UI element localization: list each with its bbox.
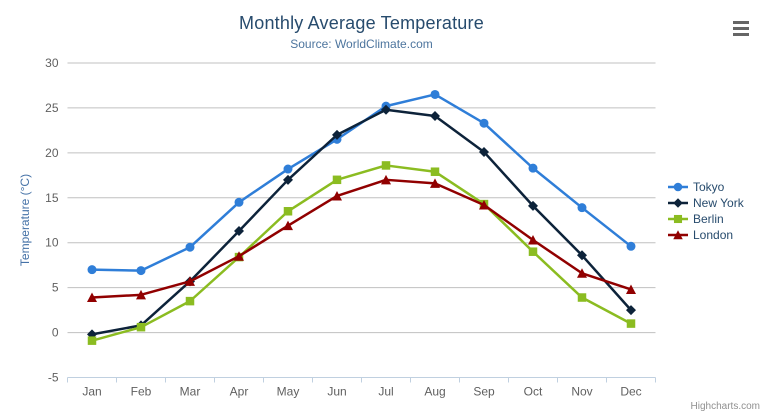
legend-label: Berlin xyxy=(693,212,724,226)
x-axis-tick-label: Jan xyxy=(82,385,101,399)
legend: Tokyo New York Berlin London xyxy=(668,179,744,243)
x-axis-tick-label: Jun xyxy=(327,385,346,399)
data-point-marker[interactable] xyxy=(528,247,538,256)
y-axis-tick-label: 5 xyxy=(52,281,59,295)
data-point-marker[interactable] xyxy=(430,111,440,122)
data-point-marker[interactable] xyxy=(577,268,587,278)
hamburger-icon xyxy=(733,21,749,24)
x-axis-tick-label: Aug xyxy=(424,385,445,399)
data-point-marker[interactable] xyxy=(673,198,683,208)
data-point-marker[interactable] xyxy=(577,250,587,261)
data-point-marker[interactable] xyxy=(528,163,538,173)
hamburger-icon xyxy=(733,33,749,36)
data-point-marker[interactable] xyxy=(577,293,587,302)
data-point-marker[interactable] xyxy=(283,164,293,174)
legend-item-tokyo[interactable]: Tokyo xyxy=(668,179,744,195)
data-point-marker[interactable] xyxy=(87,292,97,303)
y-axis-tick-label: 15 xyxy=(45,191,59,205)
data-point-marker[interactable] xyxy=(234,251,244,261)
series-london xyxy=(87,174,636,303)
y-axis-tick-label: 10 xyxy=(45,236,59,250)
y-axis-tick-label: -5 xyxy=(48,371,59,385)
data-point-marker[interactable] xyxy=(673,214,683,224)
data-point-marker[interactable] xyxy=(332,129,342,140)
data-point-marker[interactable] xyxy=(626,305,636,316)
data-point-marker[interactable] xyxy=(283,220,293,231)
hamburger-icon xyxy=(733,27,749,30)
data-point-marker[interactable] xyxy=(283,207,293,216)
legend-marker-circle-icon xyxy=(668,182,688,192)
x-axis-tick-label: Jul xyxy=(378,385,393,399)
series-line-tokyo xyxy=(90,93,633,272)
data-point-marker[interactable] xyxy=(430,167,440,176)
x-axis-tick-label: Nov xyxy=(571,385,592,399)
data-point-marker[interactable] xyxy=(528,200,538,211)
data-point-marker[interactable] xyxy=(626,284,636,294)
data-point-marker[interactable] xyxy=(626,241,636,251)
data-point-marker[interactable] xyxy=(673,182,683,192)
legend-label: New York xyxy=(693,196,744,210)
chart-subtitle: Source: WorldClimate.com xyxy=(290,37,433,51)
legend-item-london[interactable]: London xyxy=(668,227,744,243)
legend-marker-diamond-icon xyxy=(668,198,688,208)
data-point-marker[interactable] xyxy=(234,197,244,207)
data-point-marker[interactable] xyxy=(430,89,440,99)
chart-context-menu-button[interactable] xyxy=(732,20,750,37)
legend-label: London xyxy=(693,228,734,242)
data-point-marker[interactable] xyxy=(136,289,146,300)
x-axis-tick-label: Apr xyxy=(230,385,249,399)
legend-marker-triangle-icon xyxy=(668,230,688,240)
data-point-marker[interactable] xyxy=(87,336,97,345)
data-point-marker[interactable] xyxy=(332,190,342,201)
series-line-berlin xyxy=(90,164,633,342)
x-axis-tick-label: May xyxy=(277,385,300,399)
legend-marker-square-icon xyxy=(668,214,688,224)
data-point-marker[interactable] xyxy=(381,104,391,115)
series-line-new-york xyxy=(90,108,633,336)
data-point-marker[interactable] xyxy=(673,230,683,240)
data-point-marker[interactable] xyxy=(430,178,440,188)
data-point-marker[interactable] xyxy=(234,226,244,237)
x-axis-tick-label: Sep xyxy=(473,385,495,399)
series-line-london xyxy=(90,178,633,299)
data-point-marker[interactable] xyxy=(479,146,489,157)
x-axis-tick-label: Mar xyxy=(180,385,201,399)
data-point-marker[interactable] xyxy=(185,276,195,286)
data-point-marker[interactable] xyxy=(185,296,195,306)
data-point-marker[interactable] xyxy=(577,203,587,213)
data-point-marker[interactable] xyxy=(381,161,391,170)
chart-title: Monthly Average Temperature xyxy=(239,13,484,33)
y-axis-tick-label: 0 xyxy=(52,326,59,340)
y-axis-tick-label: 30 xyxy=(45,56,59,70)
data-point-marker[interactable] xyxy=(185,242,195,252)
series-new-york xyxy=(87,104,636,340)
data-point-marker[interactable] xyxy=(283,174,293,185)
data-point-marker[interactable] xyxy=(136,322,146,332)
legend-item-new-york[interactable]: New York xyxy=(668,195,744,211)
data-point-marker[interactable] xyxy=(87,265,97,275)
data-point-marker[interactable] xyxy=(479,118,489,128)
series-tokyo xyxy=(87,89,636,276)
legend-item-berlin[interactable]: Berlin xyxy=(668,211,744,227)
data-point-marker[interactable] xyxy=(528,235,538,245)
y-axis-tick-label: 20 xyxy=(45,146,59,160)
legend-label: Tokyo xyxy=(693,180,725,194)
x-axis-tick-label: Dec xyxy=(620,385,641,399)
data-point-marker[interactable] xyxy=(479,199,489,210)
data-point-marker[interactable] xyxy=(381,174,391,185)
x-axis-tick-label: Oct xyxy=(524,385,543,399)
data-point-marker[interactable] xyxy=(136,266,146,276)
x-axis-tick-label: Feb xyxy=(131,385,152,399)
highcharts-credit-link[interactable]: Highcharts.com xyxy=(690,401,760,412)
data-point-marker[interactable] xyxy=(626,319,636,328)
data-point-marker[interactable] xyxy=(332,175,342,185)
y-axis-tick-label: 25 xyxy=(45,101,59,115)
